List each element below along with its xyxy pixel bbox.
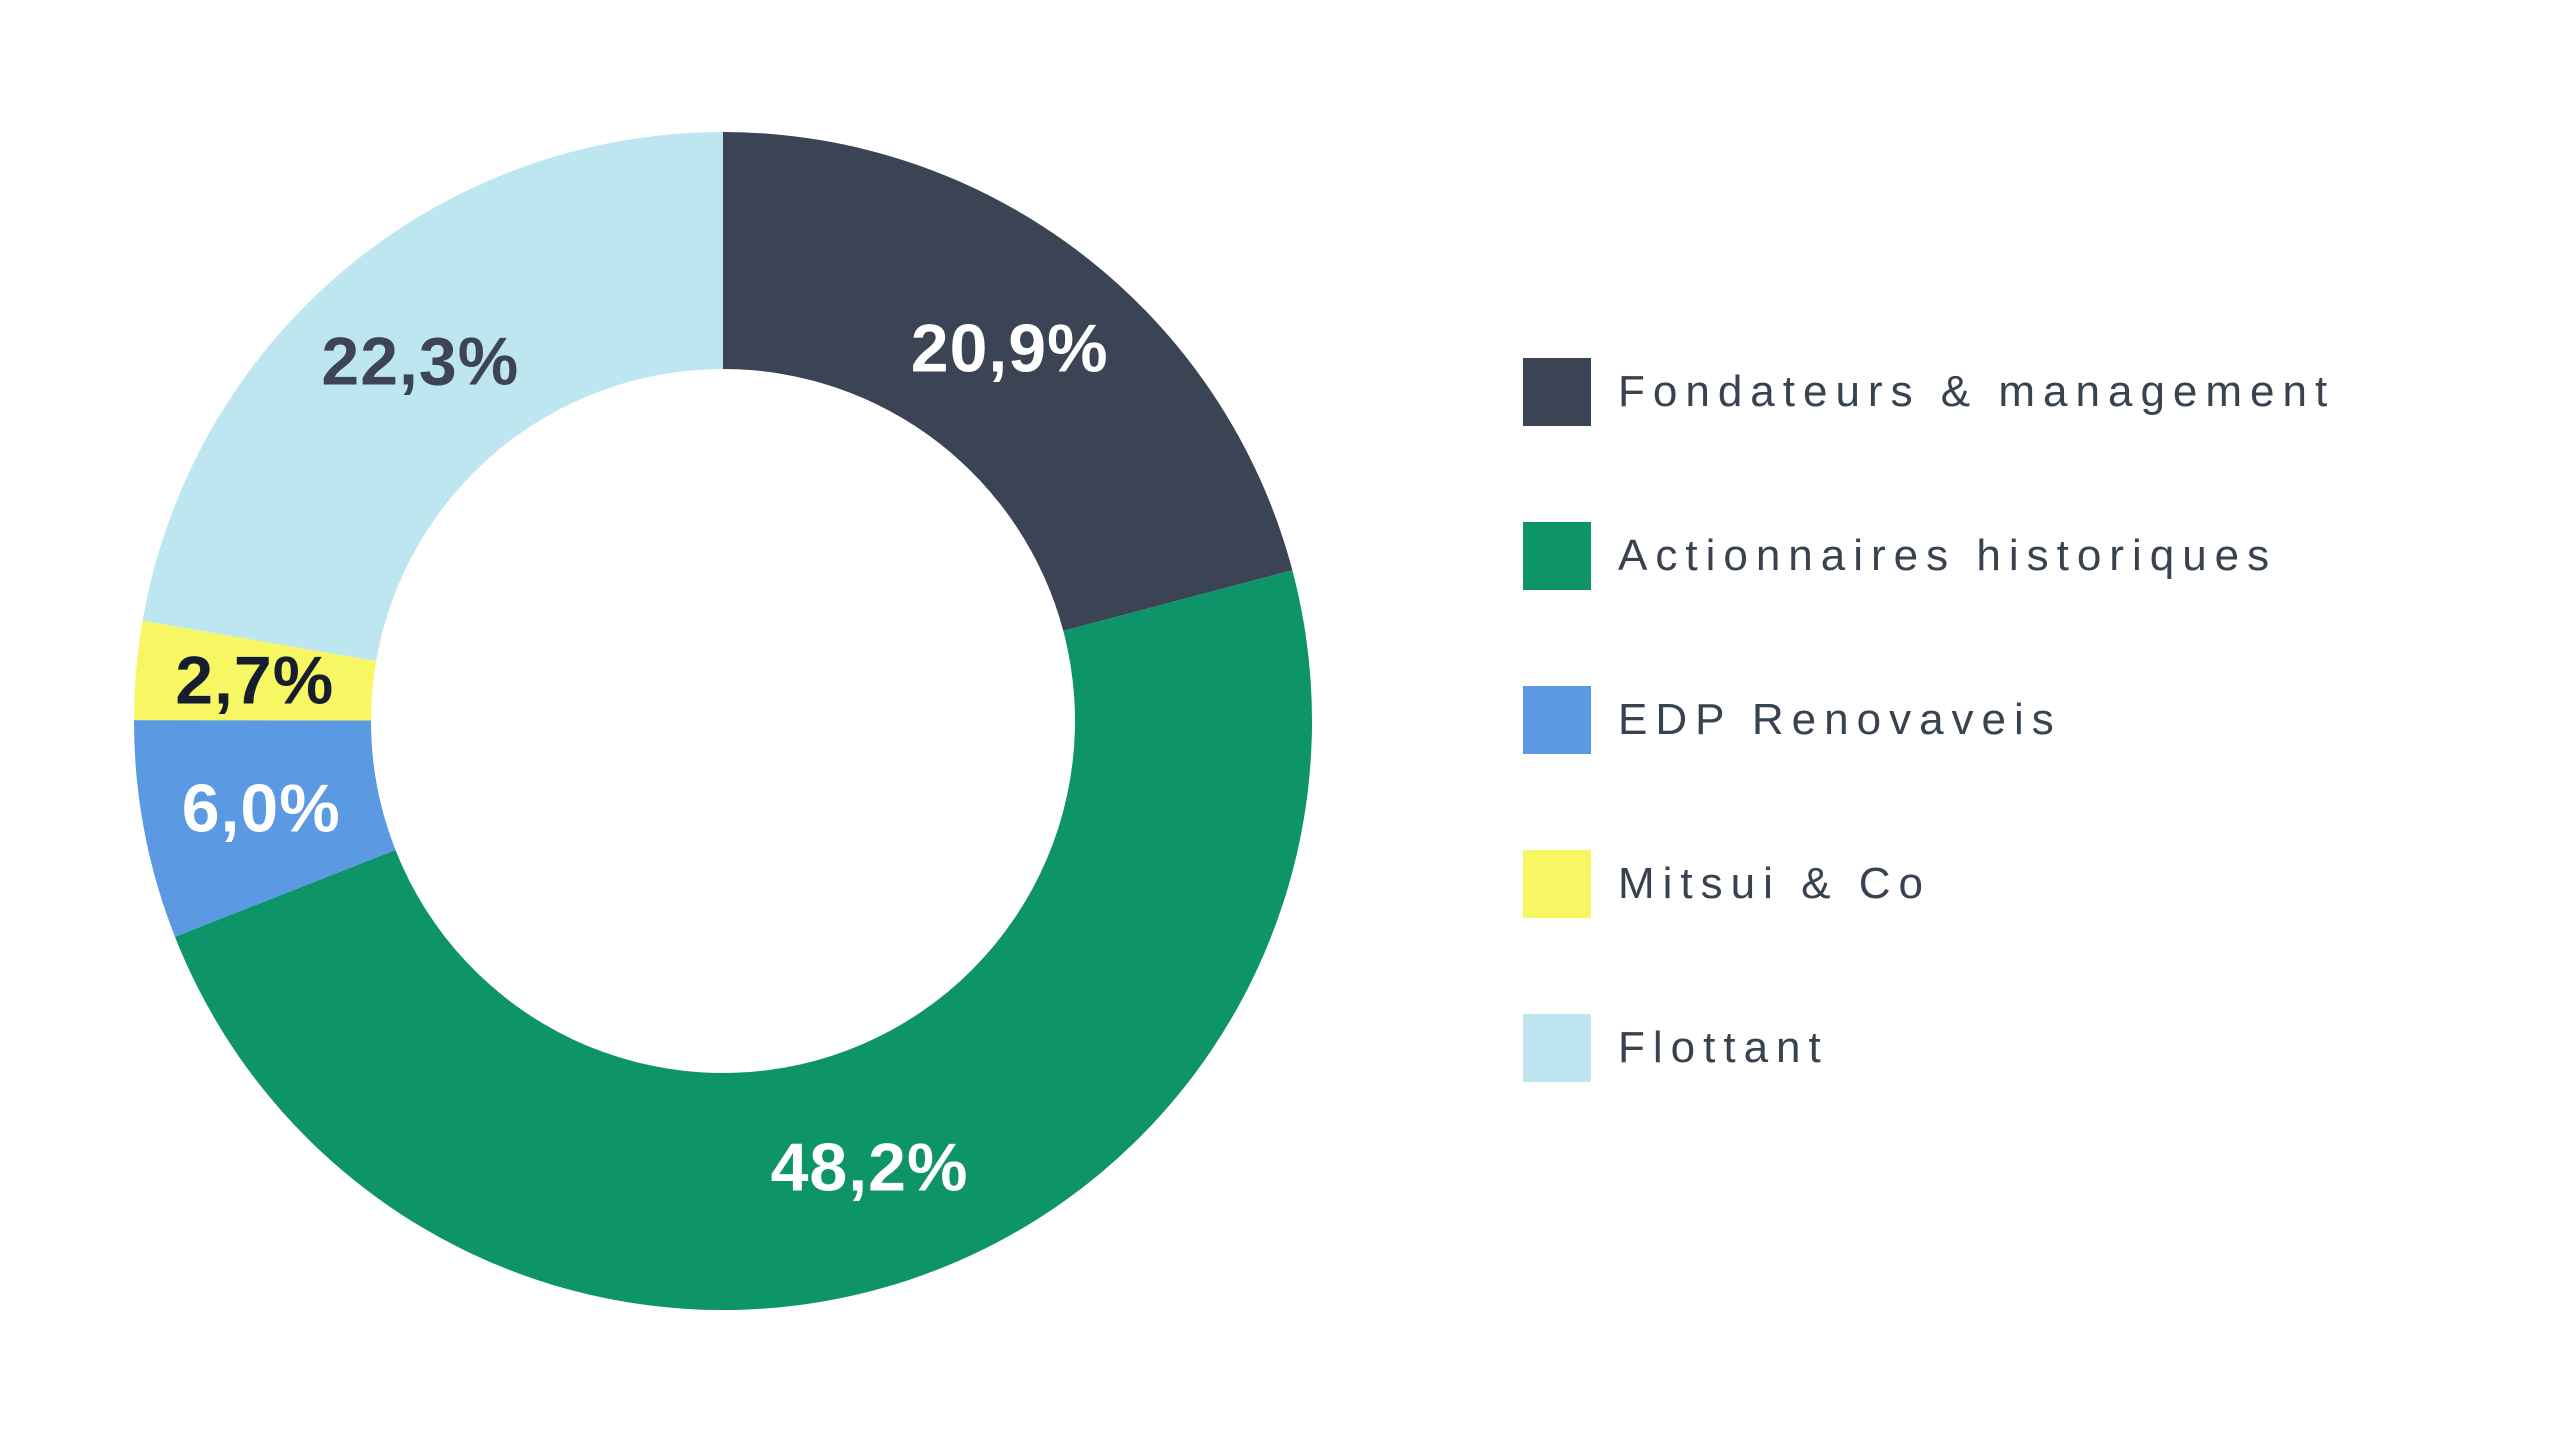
- legend-item-actionnaires-historiques: Actionnaires historiques: [1523, 522, 2335, 590]
- legend-item-edp-renovaveis: EDP Renovaveis: [1523, 686, 2335, 754]
- slice-value-label-mitsui-co: 2,7%: [175, 643, 334, 719]
- legend: Fondateurs & management Actionnaires his…: [1523, 358, 2335, 1082]
- slice-flottant: [142, 132, 724, 662]
- legend-swatch: [1523, 850, 1591, 918]
- legend-label: Actionnaires historiques: [1618, 531, 2278, 580]
- legend-label: EDP Renovaveis: [1618, 695, 2062, 744]
- slice-edp-renovaveis: [133, 720, 396, 937]
- slice-actionnaires-historiques: [174, 570, 1313, 1311]
- legend-swatch: [1523, 1014, 1591, 1082]
- slice-value-label-fondateurs-management: 20,9%: [911, 311, 1109, 387]
- slice-mitsui-co: [134, 620, 377, 721]
- legend-swatch: [1523, 686, 1591, 754]
- legend-item-fondateurs-management: Fondateurs & management: [1523, 358, 2335, 426]
- slice-value-label-flottant: 22,3%: [321, 324, 519, 400]
- legend-item-mitsui-co: Mitsui & Co: [1523, 850, 2335, 918]
- legend-label: Fondateurs & management: [1618, 367, 2336, 416]
- legend-label: Mitsui & Co: [1618, 859, 1931, 908]
- legend-swatch: [1523, 358, 1591, 426]
- legend-swatch: [1523, 522, 1591, 590]
- legend-item-flottant: Flottant: [1523, 1014, 2335, 1082]
- slice-value-label-edp-renovaveis: 6,0%: [182, 770, 341, 846]
- legend-label: Flottant: [1618, 1023, 1829, 1072]
- slice-value-label-actionnaires-historiques: 48,2%: [771, 1130, 969, 1206]
- slice-fondateurs-management: [723, 132, 1293, 631]
